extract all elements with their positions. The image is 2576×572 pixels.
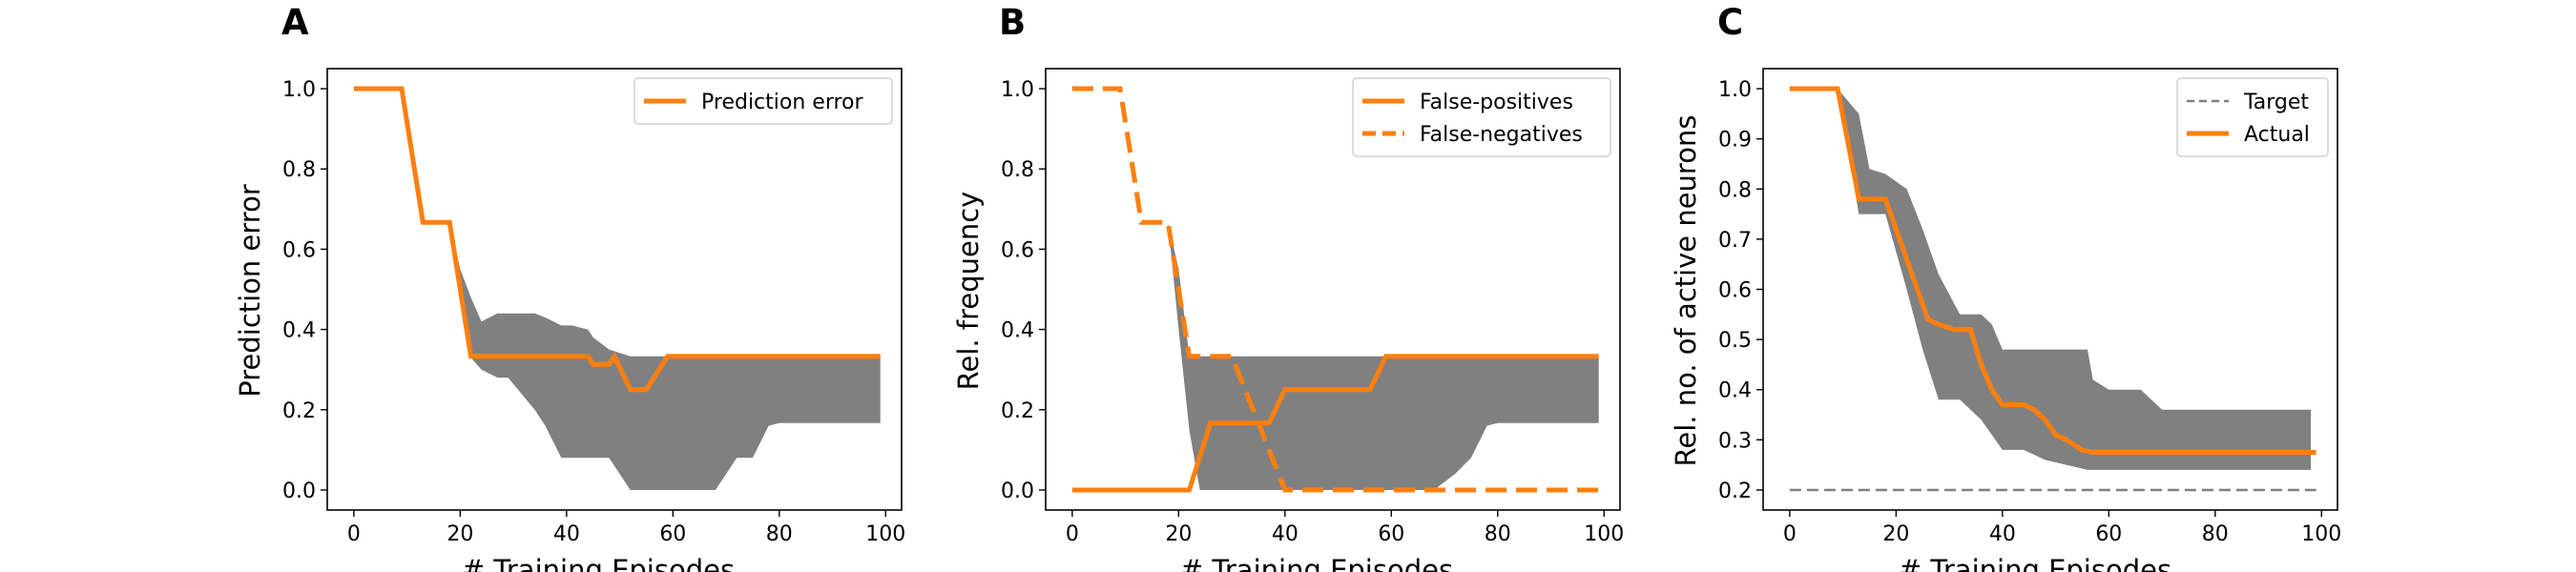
panel-c-y-tick-label: 0.6 <box>1718 279 1752 303</box>
panel-b-legend-label: False-negatives <box>1420 123 1583 147</box>
panel-b-legend: False-positives False-negatives <box>1352 77 1611 157</box>
panel-a-x-tick-label: 20 <box>447 522 473 546</box>
panel-b-series-line-1 <box>1071 354 1599 493</box>
panel-c-x-tick-label: 80 <box>2202 522 2229 546</box>
panel-c-legend-label: Actual <box>2244 123 2310 147</box>
panel-a-y-tick-label: 1.0 <box>282 78 316 102</box>
panel-c-legend: Target Actual <box>2176 77 2329 157</box>
panel-b-y-tick-label: 0.0 <box>1001 480 1034 503</box>
panel-b-y-tick-label: 0.2 <box>1001 399 1034 423</box>
panel-a-x-axis-label: # Training Episodes <box>462 554 735 572</box>
panel-b-x-axis-label: # Training Episodes <box>1180 554 1453 572</box>
panel-b-series-line-2 <box>1071 86 1599 493</box>
panel-a-x-tick-label: 0 <box>347 522 361 546</box>
panel-c-y-tick-label: 0.2 <box>1718 480 1752 503</box>
panel-c-y-tick-label: 1.0 <box>1718 78 1752 102</box>
panel-b-x-tick-label: 100 <box>1584 522 1624 546</box>
panel-c-y-axis-label: Rel. no. of active neurons <box>1670 115 1702 467</box>
panel-c-x-tick-label: 20 <box>1882 522 1909 546</box>
panel-b-y-axis-label: Rel. frequency <box>952 192 985 391</box>
panel-c-x-tick-label: 0 <box>1783 522 1797 546</box>
panel-b-y-tick-label: 1.0 <box>1001 78 1034 102</box>
panel-c-series-line-2 <box>1789 86 2316 455</box>
panel-a-y-axis-label: Prediction error <box>234 184 266 398</box>
panel-c-x-axis-label: # Training Episodes <box>1899 554 2171 572</box>
panel-a: A 0 20 40 60 80 100 0.0 0.2 0.4 0.6 0.8 1.0 Predicti… <box>234 2 905 572</box>
panel-a-legend-label: Prediction error <box>701 91 863 114</box>
panel-a-y-tick-label: 0.0 <box>282 480 316 503</box>
panel-b-confidence-band <box>1168 222 1599 490</box>
panel-a-y-tick-label: 0.6 <box>282 238 316 262</box>
panel-c-y-tick-label: 0.9 <box>1718 129 1752 153</box>
panel-a-axes-frame <box>326 68 903 511</box>
panel-c-x-tick-label: 40 <box>1989 522 2016 546</box>
panel-b-x-tick-label: 80 <box>1485 522 1511 546</box>
panel-b-x-tick-label: 20 <box>1165 522 1192 546</box>
panel-b: B 0 20 40 60 80 100 0.0 0.2 0.4 0.6 0.8 1.0 False-po… <box>952 2 1624 572</box>
panel-a-y-tick-label: 0.8 <box>282 158 316 182</box>
panel-b-x-tick-label: 0 <box>1066 522 1079 546</box>
panel-c-legend-box <box>2176 77 2329 157</box>
panel-b-plot: 0 20 40 60 80 100 0.0 0.2 0.4 0.6 0.8 1.0 False-posi… <box>1001 68 1624 546</box>
panel-c-y-tick-label: 0.7 <box>1718 229 1752 253</box>
panel-c-x-tick-label: 100 <box>2301 522 2341 546</box>
panel-a-legend-box <box>634 77 893 125</box>
panel-c-confidence-band <box>1838 89 2312 470</box>
panel-a-y-tick-label: 0.2 <box>282 399 316 423</box>
panel-c-y-tick-label: 0.8 <box>1718 178 1752 202</box>
panel-a-plot: 0 20 40 60 80 100 0.0 0.2 0.4 0.6 0.8 1.0 Prediction… <box>282 68 905 546</box>
panel-a-x-tick-label: 80 <box>766 522 793 546</box>
panel-c-legend-label: Target <box>2243 91 2309 114</box>
panel-a-x-tick-label: 100 <box>865 522 905 546</box>
panel-b-y-tick-label: 0.4 <box>1001 319 1034 343</box>
panel-c-x-tick-label: 60 <box>2095 522 2122 546</box>
panel-b-legend-label: False-positives <box>1420 91 1573 114</box>
panel-b-legend-box <box>1352 77 1611 157</box>
panel-a-legend: Prediction error <box>634 77 893 125</box>
panel-c-y-tick-label: 0.5 <box>1718 329 1752 353</box>
panel-a-y-tick-label: 0.4 <box>282 319 316 343</box>
panel-c-y-tick-label: 0.4 <box>1718 379 1752 403</box>
panel-a-confidence-band <box>449 222 881 490</box>
panel-b-letter: B <box>999 2 1026 43</box>
panel-c-y-tick-label: 0.3 <box>1718 429 1752 453</box>
panel-b-axes-frame <box>1045 68 1621 511</box>
panel-b-y-tick-label: 0.6 <box>1001 238 1034 262</box>
panel-a-letter: A <box>281 2 309 43</box>
panel-c-letter: C <box>1717 2 1743 43</box>
panel-c: C 0 20 40 60 80 100 0.2 0.3 0.4 0.5 0.6 0.7 0.8 0.9 1.… <box>1670 2 2341 572</box>
panel-b-x-tick-label: 60 <box>1378 522 1404 546</box>
panel-b-x-tick-label: 40 <box>1272 522 1298 546</box>
panel-b-y-tick-label: 0.8 <box>1001 158 1034 182</box>
panel-c-plot: 0 20 40 60 80 100 0.2 0.3 0.4 0.5 0.6 0.7 0.8 0.9 1.0 T… <box>1718 68 2341 546</box>
panel-a-series-line-1 <box>353 86 881 393</box>
panel-a-x-tick-label: 40 <box>553 522 580 546</box>
panel-a-x-tick-label: 60 <box>659 522 686 546</box>
